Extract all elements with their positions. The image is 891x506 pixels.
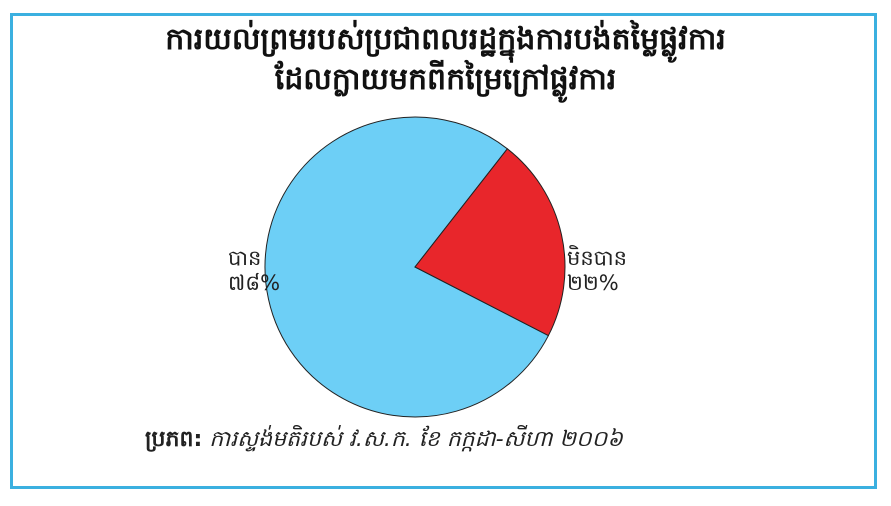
chart-source: ប្រភព: ការស្ទង់មតិរបស់ វ.ស.ក. ខែ កក្កដា-…: [145, 425, 623, 457]
slice-label-yes-name: បាន: [228, 246, 280, 271]
slice-label-yes: បាន ៧៨%: [228, 246, 280, 296]
source-text: ការស្ទង់មតិរបស់ វ.ស.ក. ខែ កក្កដា-សីហា ២០…: [209, 427, 623, 452]
slice-label-no-percent: ២២%: [567, 271, 627, 296]
slice-label-no-name: មិនបាន: [567, 246, 627, 271]
slice-label-no: មិនបាន ២២%: [567, 246, 627, 296]
source-label: ប្រភព:: [145, 427, 202, 452]
slice-label-yes-percent: ៧៨%: [228, 271, 280, 296]
